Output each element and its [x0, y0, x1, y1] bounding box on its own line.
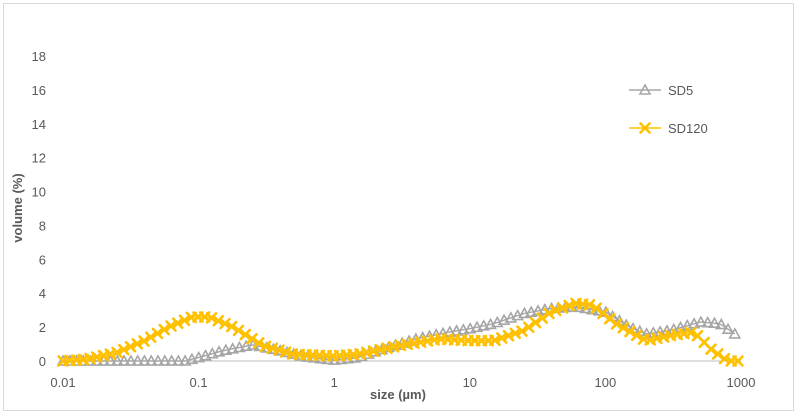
series-sd120: [57, 297, 744, 367]
data-point: [239, 328, 252, 341]
data-point: [728, 327, 742, 339]
legend: SD5 SD120: [629, 83, 708, 136]
x-tick-label: 1000: [727, 375, 756, 390]
legend-item: SD5: [629, 83, 693, 98]
data-point: [131, 354, 145, 366]
data-point: [516, 325, 528, 337]
series-layer: [56, 297, 744, 367]
y-tick-label: 16: [32, 83, 46, 98]
data-point: [158, 323, 171, 336]
data-point: [610, 318, 623, 330]
data-point: [138, 354, 151, 366]
data-point: [171, 354, 185, 366]
data-point: [617, 321, 630, 334]
data-point: [219, 343, 233, 355]
data-point: [624, 325, 636, 338]
x-tick-label: 0.1: [190, 375, 208, 390]
data-point: [158, 354, 172, 366]
legend-label: SD120: [668, 121, 708, 136]
data-point: [110, 354, 124, 366]
data-point: [518, 306, 531, 319]
data-point: [144, 354, 158, 366]
data-point: [205, 312, 218, 324]
legend-label: SD5: [668, 83, 693, 98]
y-tick-label: 6: [39, 252, 46, 267]
y-tick-label: 12: [32, 151, 46, 166]
data-point: [178, 314, 191, 327]
y-tick-label: 14: [32, 117, 46, 132]
data-point: [684, 326, 697, 339]
data-point: [131, 338, 144, 350]
y-tick-label: 10: [32, 185, 46, 200]
data-point: [732, 355, 744, 367]
x-tick-label: 0.01: [50, 375, 75, 390]
data-point: [171, 317, 184, 329]
data-point: [165, 354, 178, 366]
data-point: [225, 320, 238, 333]
y-axis-title: volume (%): [10, 173, 25, 242]
x-tick-label: 100: [595, 375, 617, 390]
data-point: [246, 332, 258, 345]
data-point: [529, 316, 542, 329]
data-point: [233, 340, 246, 353]
data-point: [252, 337, 265, 349]
data-point: [239, 339, 253, 351]
data-point: [694, 315, 708, 327]
data-point: [463, 322, 477, 334]
data-point: [708, 316, 721, 329]
x-tick-label: 10: [463, 375, 477, 390]
data-point: [639, 122, 651, 134]
data-point: [522, 321, 535, 333]
data-point: [212, 314, 225, 327]
data-point: [457, 323, 470, 335]
data-point: [124, 340, 137, 353]
y-tick-label: 4: [39, 286, 46, 301]
data-point: [477, 319, 491, 331]
data-point: [524, 305, 538, 317]
y-axis-ticks: 0 2 4 6 8 10 12 14 16 18: [32, 49, 46, 369]
data-point: [638, 83, 652, 95]
data-point: [226, 342, 240, 354]
data-point: [705, 343, 717, 355]
data-point: [232, 324, 245, 337]
x-axis-title: size (µm): [370, 387, 426, 402]
data-point: [165, 320, 177, 332]
data-point: [151, 354, 165, 366]
data-point: [111, 346, 123, 359]
data-point: [630, 329, 643, 342]
data-point: [144, 331, 157, 343]
data-point: [583, 299, 596, 311]
data-point: [470, 320, 484, 333]
data-point: [543, 307, 555, 320]
x-axis-ticks: 0.01 0.1 1 10 100 1000: [50, 375, 755, 390]
y-tick-label: 18: [32, 49, 46, 64]
x-tick-label: 1: [331, 375, 338, 390]
data-point: [117, 354, 131, 366]
data-point: [721, 322, 735, 335]
data-point: [701, 316, 715, 328]
data-point: [117, 343, 130, 356]
data-point: [151, 327, 164, 340]
data-point: [219, 317, 231, 330]
data-point: [138, 335, 150, 347]
data-point: [124, 354, 138, 366]
y-tick-label: 8: [39, 218, 46, 233]
y-tick-label: 0: [39, 354, 46, 369]
data-point: [714, 317, 728, 330]
data-point: [711, 348, 724, 360]
data-point: [536, 312, 549, 324]
y-tick-label: 2: [39, 320, 46, 335]
legend-item: SD120: [629, 121, 708, 136]
